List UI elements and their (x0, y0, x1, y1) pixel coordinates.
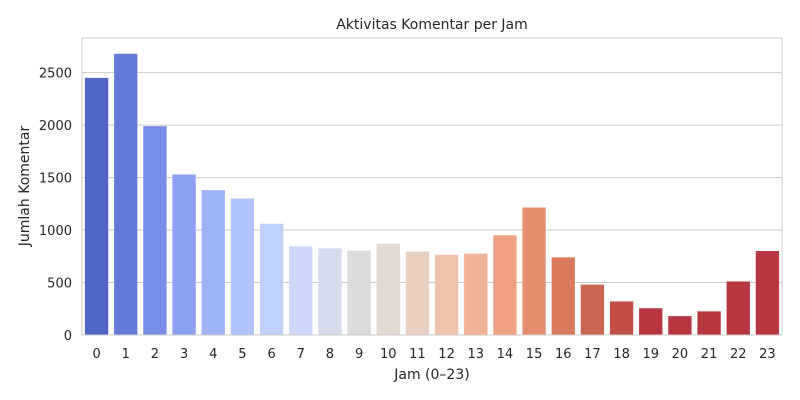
bar-hour-21 (697, 311, 721, 335)
bar-hour-19 (639, 308, 663, 335)
bar-hour-13 (464, 253, 488, 335)
y-tick-label: 2000 (39, 119, 72, 134)
x-tick-label: 9 (355, 347, 363, 362)
x-tick-label: 2 (151, 347, 159, 362)
bar-hour-23 (755, 251, 780, 335)
x-tick-label: 15 (526, 347, 543, 362)
x-tick-label: 12 (438, 347, 455, 362)
x-tick-label: 1 (122, 347, 130, 362)
y-tick-label: 500 (47, 277, 72, 292)
bar-hour-17 (580, 284, 605, 335)
bar-hour-1 (114, 53, 138, 335)
y-tick-label: 1000 (39, 224, 72, 239)
bar-hour-11 (405, 251, 430, 335)
x-tick-label: 20 (672, 347, 689, 362)
bar-hour-14 (493, 235, 517, 335)
bar-hour-10 (376, 243, 400, 335)
bar-hour-2 (143, 126, 167, 335)
x-tick-label: 0 (92, 347, 100, 362)
bar-hour-18 (609, 301, 634, 335)
bar-hour-6 (259, 223, 284, 335)
x-tick-label: 23 (759, 347, 776, 362)
bar-hour-12 (434, 254, 459, 335)
x-tick-label: 8 (326, 347, 334, 362)
plot-background (82, 38, 782, 335)
x-tick-label: 7 (297, 347, 305, 362)
bars (84, 53, 780, 336)
x-tick-label: 13 (467, 347, 484, 362)
bar-hour-22 (726, 281, 750, 335)
bar-hour-4 (201, 190, 225, 335)
x-tick-label: 3 (180, 347, 188, 362)
x-tick-label: 4 (209, 347, 217, 362)
x-tick-label: 5 (238, 347, 246, 362)
bar-hour-5 (230, 198, 255, 335)
bar-hour-3 (172, 174, 196, 335)
x-tick-label: 19 (642, 347, 659, 362)
x-tick-label: 16 (555, 347, 572, 362)
bar-hour-16 (551, 257, 575, 335)
y-axis-title: Jumlah Komentar (17, 126, 33, 248)
x-tick-label: 17 (584, 347, 601, 362)
bar-hour-7 (289, 246, 313, 335)
plot-frame (81, 37, 783, 336)
x-tick-label: 22 (730, 347, 747, 362)
y-tick-label: 1500 (39, 172, 72, 187)
bar-hour-8 (318, 248, 342, 335)
y-tick-label: 0 (64, 329, 72, 344)
x-tick-label: 21 (701, 347, 718, 362)
x-tick-label: 10 (380, 347, 397, 362)
y-tick-labels: 0 500 1000 1500 2000 2500 (39, 67, 72, 344)
bar-hour-15 (522, 207, 546, 335)
bar-hour-0 (84, 77, 109, 336)
y-tick-label: 2500 (39, 67, 72, 82)
bar-hour-20 (668, 316, 692, 335)
x-tick-label: 11 (409, 347, 426, 362)
x-tick-label: 14 (497, 347, 514, 362)
chart-title: Aktivitas Komentar per Jam (336, 17, 528, 33)
bar-hour-9 (347, 250, 371, 335)
x-axis-title: Jam (0–23) (393, 367, 469, 383)
x-tick-label: 6 (267, 347, 275, 362)
x-tick-labels: 0 1 2 3 4 5 6 7 8 9 10 11 12 13 14 15 16 17 18 19 20 21 22 23 (92, 347, 775, 362)
x-tick-label: 18 (613, 347, 630, 362)
